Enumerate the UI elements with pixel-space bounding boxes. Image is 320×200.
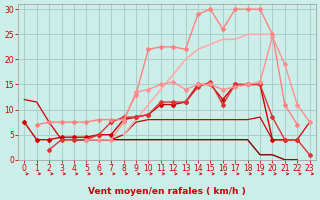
X-axis label: Vent moyen/en rafales ( km/h ): Vent moyen/en rafales ( km/h ) <box>88 187 246 196</box>
